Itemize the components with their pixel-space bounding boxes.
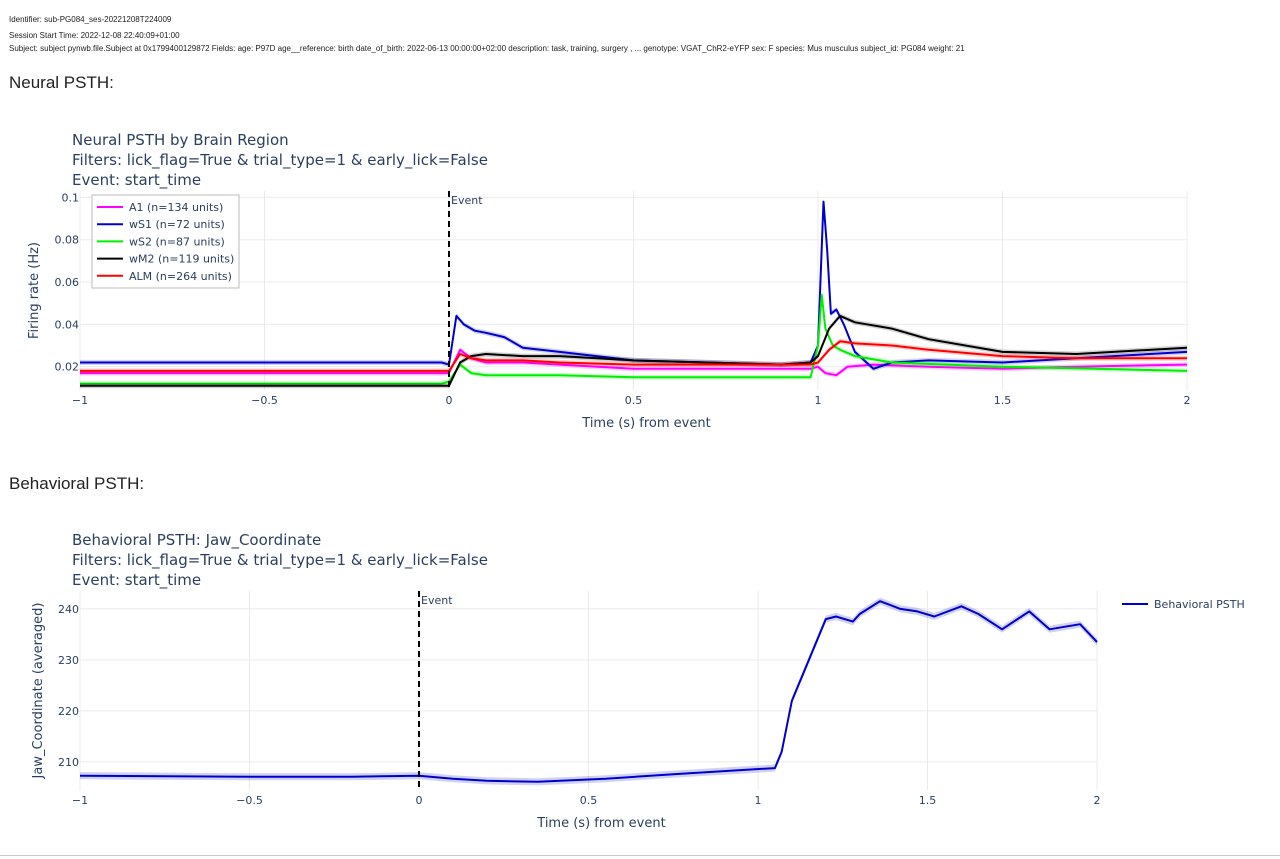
x-tick-label: 0: [416, 794, 423, 807]
session-start-text: Session Start Time: 2022-12-08 22:40:09+…: [9, 31, 180, 40]
y-tick-label: 0.1: [62, 191, 80, 204]
x-tick-label: 2: [1184, 394, 1191, 407]
divider: [0, 855, 1280, 856]
x-axis-label: Time (s) from event: [581, 416, 710, 431]
neural-chart-title-line: Neural PSTH by Brain Region: [72, 131, 289, 149]
y-tick-label: 220: [58, 705, 79, 718]
neural-psth-heading: Neural PSTH:: [9, 73, 114, 92]
behavioral-chart-title-line: Behavioral PSTH: Jaw_Coordinate: [72, 531, 321, 550]
x-axis-label: Time (s) from event: [536, 816, 665, 831]
behavioral-chart-title-line: Event: start_time: [72, 571, 201, 590]
legend-entry[interactable]: wM2 (n=119 units): [129, 253, 234, 266]
x-tick-label: −0.5: [236, 794, 263, 807]
y-tick-label: 0.06: [55, 276, 80, 289]
x-tick-label: 1: [815, 394, 822, 407]
x-tick-label: −0.5: [251, 394, 278, 407]
event-marker-label: Event: [421, 594, 453, 607]
x-tick-label: 0: [446, 394, 453, 407]
series-line-wm2: [80, 314, 1188, 387]
subject-text: Subject: subject pynwb.file.Subject at 0…: [9, 44, 965, 53]
neural-psth-plot: Neural PSTH by Brain Region Filters: lick…: [27, 131, 1191, 431]
series-error-band: [80, 313, 1187, 389]
x-tick-label: 0.5: [580, 794, 598, 807]
behavioral-legend[interactable]: Behavioral PSTH: [1122, 598, 1245, 611]
identifier-text: Identifier: sub-PG084_ses-20221208T22400…: [9, 15, 172, 24]
behavioral-chart-title-line: Filters: lick_flag=True & trial_type=1 &…: [72, 551, 488, 570]
x-tick-label: 2: [1094, 794, 1101, 807]
y-tick-label: 0.04: [55, 318, 80, 331]
y-axis-label: Firing rate (Hz): [27, 242, 42, 339]
behavioral-psth-heading: Behavioral PSTH:: [9, 474, 145, 493]
series-line-behavioral: [79, 600, 1098, 783]
legend-entry[interactable]: ALM (n=264 units): [129, 270, 232, 283]
x-tick-label: 1.5: [919, 794, 937, 807]
y-tick-label: 230: [58, 654, 79, 667]
neural-chart-title-line: Filters: lick_flag=True & trial_type=1 &…: [72, 151, 488, 170]
y-tick-label: 0.02: [55, 361, 80, 374]
x-tick-label: −1: [72, 794, 88, 807]
series-line-alm: [80, 340, 1187, 372]
neural-chart-title-line: Event: start_time: [72, 171, 201, 190]
x-tick-label: −1: [72, 394, 88, 407]
y-tick-label: 240: [58, 603, 79, 616]
legend-entry[interactable]: Behavioral PSTH: [1154, 598, 1245, 611]
legend-entry[interactable]: A1 (n=134 units): [129, 201, 223, 214]
x-tick-label: 1.5: [994, 394, 1012, 407]
y-axis-label: Jaw_Coordinate (averaged): [31, 603, 46, 780]
x-tick-label: 0.5: [625, 394, 643, 407]
x-tick-label: 1: [755, 794, 762, 807]
legend-entry[interactable]: wS1 (n=72 units): [129, 218, 225, 231]
y-tick-label: 0.08: [55, 234, 80, 247]
legend-entry[interactable]: wS2 (n=87 units): [129, 235, 225, 248]
neural-legend[interactable]: A1 (n=134 units) wS1 (n=72 units) wS2 (n=8…: [91, 194, 240, 289]
behavioral-psth-plot: Behavioral PSTH: Jaw_CoordinateFilters: …: [31, 531, 1245, 831]
series-error-band: [80, 347, 1187, 378]
event-marker-label: Event: [451, 194, 483, 207]
y-tick-label: 210: [58, 756, 79, 769]
